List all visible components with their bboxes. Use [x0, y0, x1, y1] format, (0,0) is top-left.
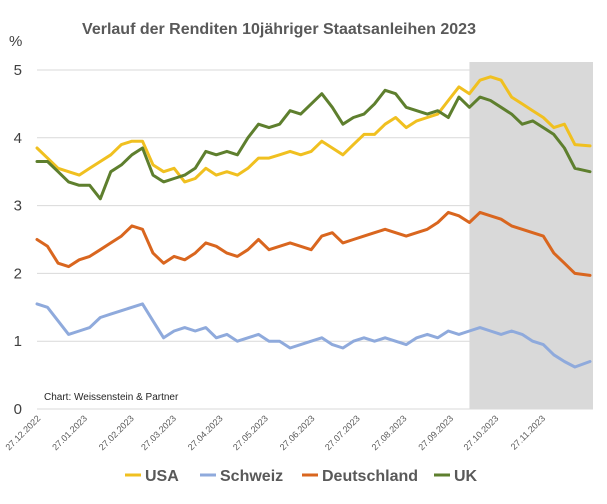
legend-label-usa: USA: [145, 468, 179, 485]
x-tick-label: 27.09.2023: [416, 413, 455, 452]
x-tick-label: 27.05.2023: [231, 413, 270, 452]
y-tick-label: 3: [14, 198, 22, 215]
chart-credit: Chart: Weissenstein & Partner: [44, 392, 179, 403]
series-line-usa: [35, 75, 592, 184]
y-tick-label: 4: [14, 130, 22, 147]
x-tick-label: 27.08.2023: [370, 413, 409, 452]
legend-label-uk: UK: [454, 468, 478, 485]
x-tick-label: 27.01.2023: [50, 413, 89, 452]
x-tick-label: 27.04.2023: [186, 413, 225, 452]
y-tick-label: 1: [14, 333, 22, 350]
x-tick-label: 27.06.2023: [278, 413, 317, 452]
x-tick-label: 27.03.2023: [139, 413, 178, 452]
x-tick-label: 27.10.2023: [462, 413, 501, 452]
series-line-schweiz: [35, 302, 592, 369]
y-axis-unit: %: [9, 33, 22, 50]
shaded-period: [469, 62, 593, 409]
legend-label-schweiz: Schweiz: [220, 468, 283, 485]
y-tick-label: 2: [14, 265, 22, 282]
legend: USA Schweiz Deutschland UK: [125, 468, 478, 485]
series-line-deutschland: [35, 210, 592, 277]
chart-title: Verlauf der Renditen 10jähriger Staatsan…: [82, 21, 476, 38]
x-tick-label: 27.11.2023: [509, 413, 547, 451]
y-tick-label: 5: [14, 62, 22, 79]
x-tick-label: 27.02.2023: [97, 413, 136, 452]
y-tick-label: 0: [14, 401, 22, 418]
x-tick-label: 27.07.2023: [323, 413, 362, 452]
x-tick-label: 27.12.2022: [3, 413, 42, 452]
legend-label-deutschland: Deutschland: [322, 468, 418, 485]
series-line-uk: [35, 88, 592, 201]
